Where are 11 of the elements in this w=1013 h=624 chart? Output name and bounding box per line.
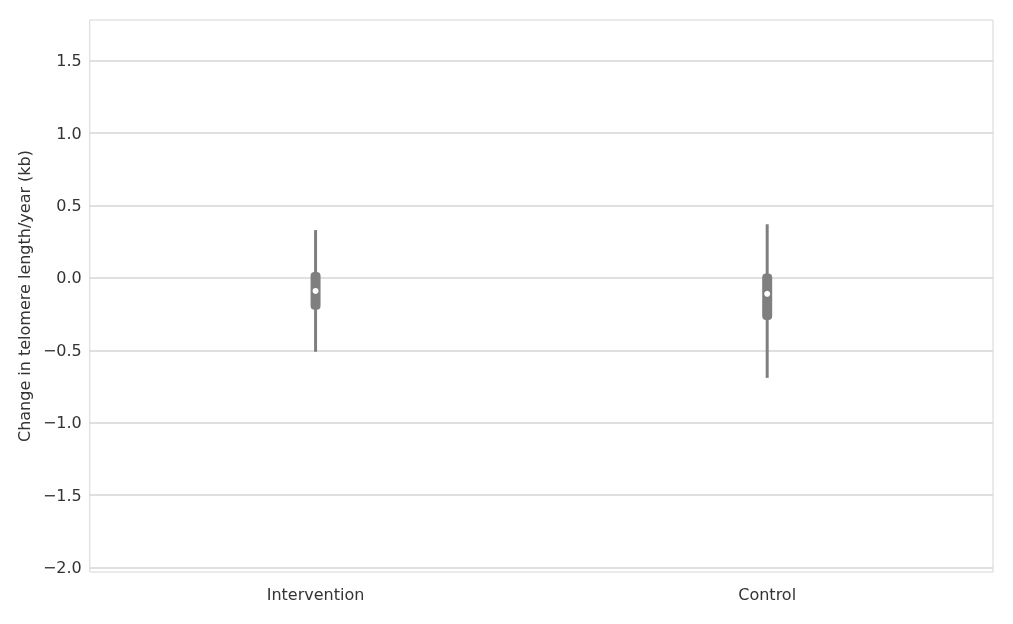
y-tick-label: 1.0 <box>56 123 82 143</box>
y-tick-label: 0.5 <box>56 195 82 215</box>
y-tick-label: 0.0 <box>56 268 82 288</box>
y-tick-label: −2.0 <box>42 558 82 578</box>
y-tick-label: −0.5 <box>42 340 82 360</box>
y-tick-label: −1.5 <box>42 485 82 505</box>
y-tick-label: −1.0 <box>42 413 82 433</box>
x-tick-label: Control <box>738 584 797 604</box>
y-axis-title: Change in telomere length/year (kb) <box>14 149 34 443</box>
y-tick-label: 1.5 <box>56 51 82 71</box>
x-tick-label: Intervention <box>266 584 365 604</box>
